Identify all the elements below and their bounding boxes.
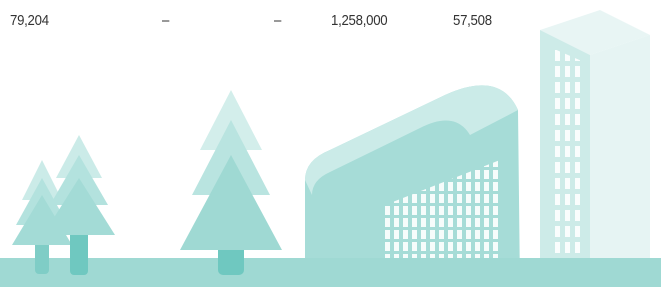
illustration <box>0 0 661 287</box>
rounded-building <box>305 85 520 287</box>
cell: – <box>162 12 169 29</box>
cell: – <box>274 12 281 29</box>
cell: 79,204 <box>10 12 49 29</box>
page: 79,204 – – 1,258,000 57,508 <box>0 0 661 287</box>
tree <box>180 90 282 275</box>
ground <box>0 258 661 287</box>
tree <box>43 135 115 275</box>
cell: 57,508 <box>453 12 492 29</box>
cell: 1,258,000 <box>331 12 387 29</box>
tall-building <box>540 10 650 287</box>
